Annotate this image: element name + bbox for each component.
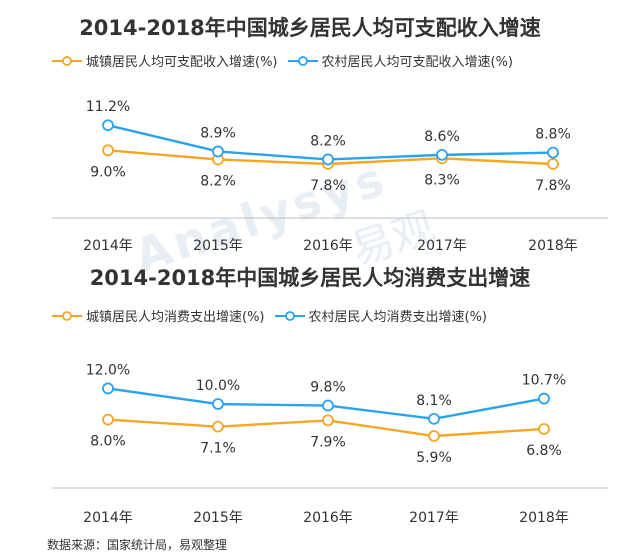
- x-tick-label: 2018年: [528, 238, 578, 254]
- x-tick-label: 2018年: [519, 510, 569, 526]
- chart1-plot: 2014年 2015年 2016年 2017年 2018年 9.0% 8.2% 7.8% 8.3…: [52, 99, 608, 254]
- x-tick-label: 2017年: [409, 510, 459, 526]
- legend-urban-marker-icon: [52, 55, 82, 66]
- data-label-rural: 8.2%: [310, 133, 346, 149]
- data-point-rural: [436, 148, 448, 161]
- data-point-rural: [322, 399, 334, 412]
- data-label-urban: 8.0%: [90, 434, 126, 450]
- x-tick-label: 2016年: [303, 510, 353, 526]
- data-point-urban: [102, 413, 114, 426]
- chart2-legend-rural: 农村居民人均消费支出增速(%): [274, 306, 488, 325]
- data-label-rural: 12.0%: [86, 362, 130, 378]
- data-label-urban: 9.0%: [90, 164, 126, 180]
- data-point-urban: [212, 420, 224, 433]
- x-tick-label: 2016年: [303, 238, 353, 254]
- legend-rural-marker-icon: [274, 310, 305, 321]
- chart2-legend-urban: 城镇居民人均消费支出增速(%): [52, 306, 265, 325]
- chart1-legend-rural-label: 农村居民人均可支配收入增速(%): [321, 55, 514, 70]
- legend-rural-marker-icon: [287, 55, 318, 66]
- data-point-rural: [538, 392, 550, 405]
- chart2-legend: 城镇居民人均消费支出增速(%) 农村居民人均消费支出增速(%): [52, 306, 497, 325]
- data-point-rural: [212, 145, 224, 158]
- data-label-urban: 7.9%: [310, 434, 346, 450]
- data-point-rural: [547, 146, 559, 159]
- data-label-rural: 11.2%: [86, 99, 130, 115]
- data-label-urban: 8.3%: [424, 172, 460, 188]
- data-point-urban: [428, 430, 440, 442]
- x-tick-label: 2015年: [193, 510, 243, 526]
- source-note: 数据来源：国家统计局，易观整理: [47, 538, 228, 552]
- chart2-legend-rural-label: 农村居民人均消费支出增速(%): [308, 310, 488, 325]
- chart2-plot: 2014年 2015年 2016年 2017年 2018年 8.0% 7.1% 7.9% 5.9…: [52, 362, 608, 526]
- legend-urban-marker-icon: [52, 310, 82, 321]
- data-label-urban: 6.8%: [526, 443, 562, 459]
- data-label-urban: 7.8%: [535, 178, 571, 194]
- data-label-urban: 7.1%: [200, 441, 236, 457]
- data-label-rural: 9.8%: [310, 380, 346, 396]
- data-point-urban: [102, 144, 114, 157]
- x-tick-label: 2014年: [83, 238, 133, 254]
- data-label-rural: 8.6%: [424, 129, 460, 145]
- data-label-urban: 8.2%: [200, 173, 236, 189]
- data-point-urban: [322, 414, 334, 427]
- data-point-rural: [212, 398, 224, 410]
- data-point-urban: [538, 423, 550, 435]
- x-tick-label: 2015年: [193, 238, 243, 254]
- data-point-rural: [102, 382, 114, 395]
- chart2-legend-urban-label: 城镇居民人均消费支出增速(%): [86, 310, 265, 325]
- data-point-urban: [547, 158, 559, 170]
- data-label-rural: 10.0%: [196, 378, 240, 394]
- data-point-rural: [322, 153, 334, 166]
- chart1-legend-urban: 城镇居民人均可支配收入增速(%): [52, 51, 278, 70]
- data-label-urban: 7.8%: [310, 178, 346, 194]
- chart2-title: 2014-2018年中国城乡居民人均消费支出增速: [89, 266, 531, 290]
- data-label-urban: 5.9%: [416, 450, 452, 466]
- data-label-rural: 8.8%: [535, 127, 571, 143]
- chart1-legend: 城镇居民人均可支配收入增速(%) 农村居民人均可支配收入增速(%): [52, 51, 523, 70]
- x-tick-label: 2014年: [83, 510, 133, 526]
- chart1-legend-rural: 农村居民人均可支配收入增速(%): [287, 51, 514, 70]
- chart1-title: 2014-2018年中国城乡居民人均可支配收入增速: [79, 16, 541, 40]
- data-label-rural: 8.1%: [416, 393, 452, 409]
- data-point-rural: [428, 412, 440, 425]
- data-point-rural: [102, 119, 114, 132]
- x-tick-label: 2017年: [417, 238, 467, 254]
- chart1-legend-urban-label: 城镇居民人均可支配收入增速(%): [86, 55, 278, 70]
- data-label-rural: 8.9%: [200, 125, 236, 141]
- data-label-rural: 10.7%: [522, 373, 566, 389]
